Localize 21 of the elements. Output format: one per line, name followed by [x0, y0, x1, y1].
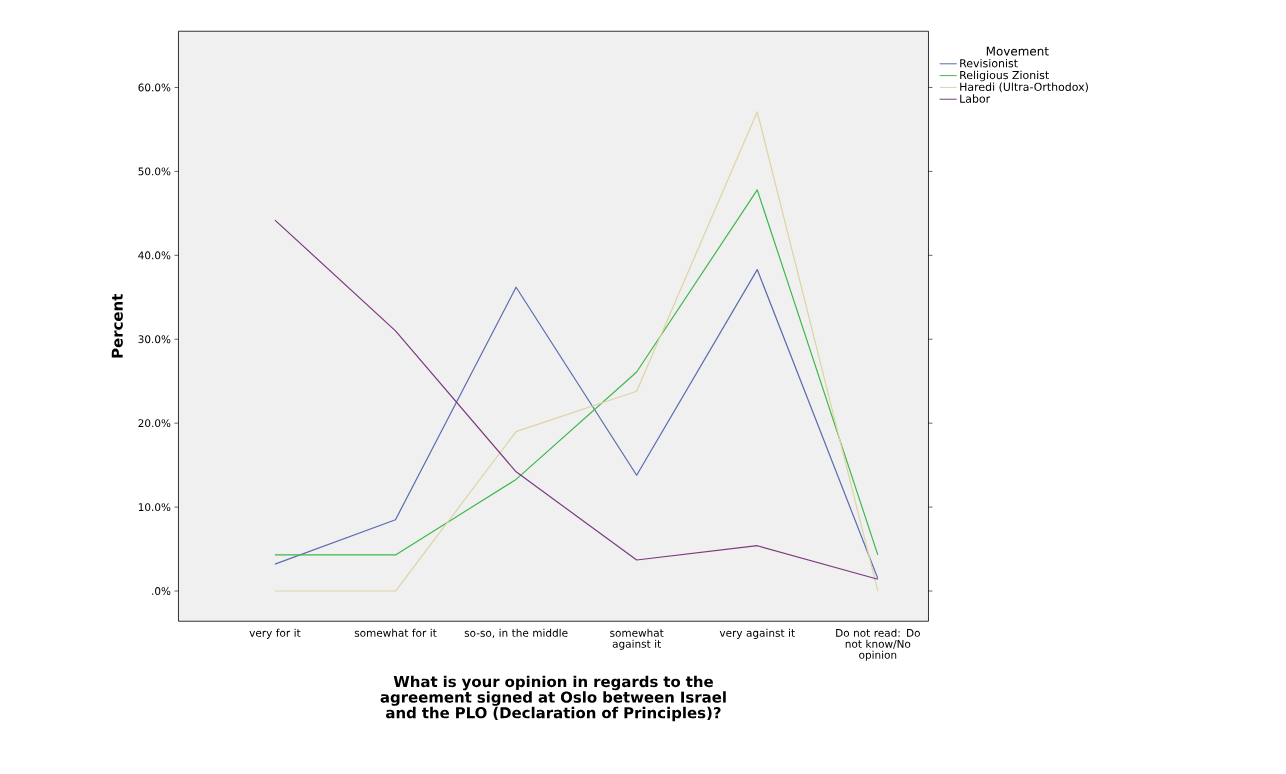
y-axis-title: Percent: [111, 293, 123, 358]
y-tick-label: 30.0%: [138, 335, 171, 344]
y-tick-label: .0%: [152, 587, 171, 595]
y-tick-label: 60.0%: [138, 83, 171, 92]
y-tick-label: 10.0%: [138, 503, 171, 512]
line-series: [274, 111, 879, 592]
y-tick-label: 20.0%: [138, 419, 171, 428]
legend-label: Labor: [960, 94, 991, 103]
y-tick-label: 50.0%: [138, 167, 171, 176]
legend-title: Movement: [986, 46, 1049, 56]
x-tick-label: very for it: [249, 628, 301, 639]
x-tick-label: so-so, in the middle: [464, 628, 568, 638]
legend-label: Religious Zionist: [960, 70, 1049, 82]
x-axis-title: What is your opinion in regards to the agreement signed at Oslo between Israel and the PLO (Declaration of Principles)?: [380, 675, 726, 722]
legend-label: Haredi (Ultra-Orthodox): [960, 82, 1088, 93]
x-tick-label: somewhat against it: [610, 628, 664, 650]
x-tick-label: somewhat for it: [354, 628, 437, 637]
legend-label: Revisionist: [960, 58, 1018, 68]
x-tick-label: Do not read: Do not know/No opinion: [836, 628, 920, 661]
y-tick-label: 40.0%: [138, 251, 171, 260]
x-tick-label: very against it: [719, 628, 795, 639]
